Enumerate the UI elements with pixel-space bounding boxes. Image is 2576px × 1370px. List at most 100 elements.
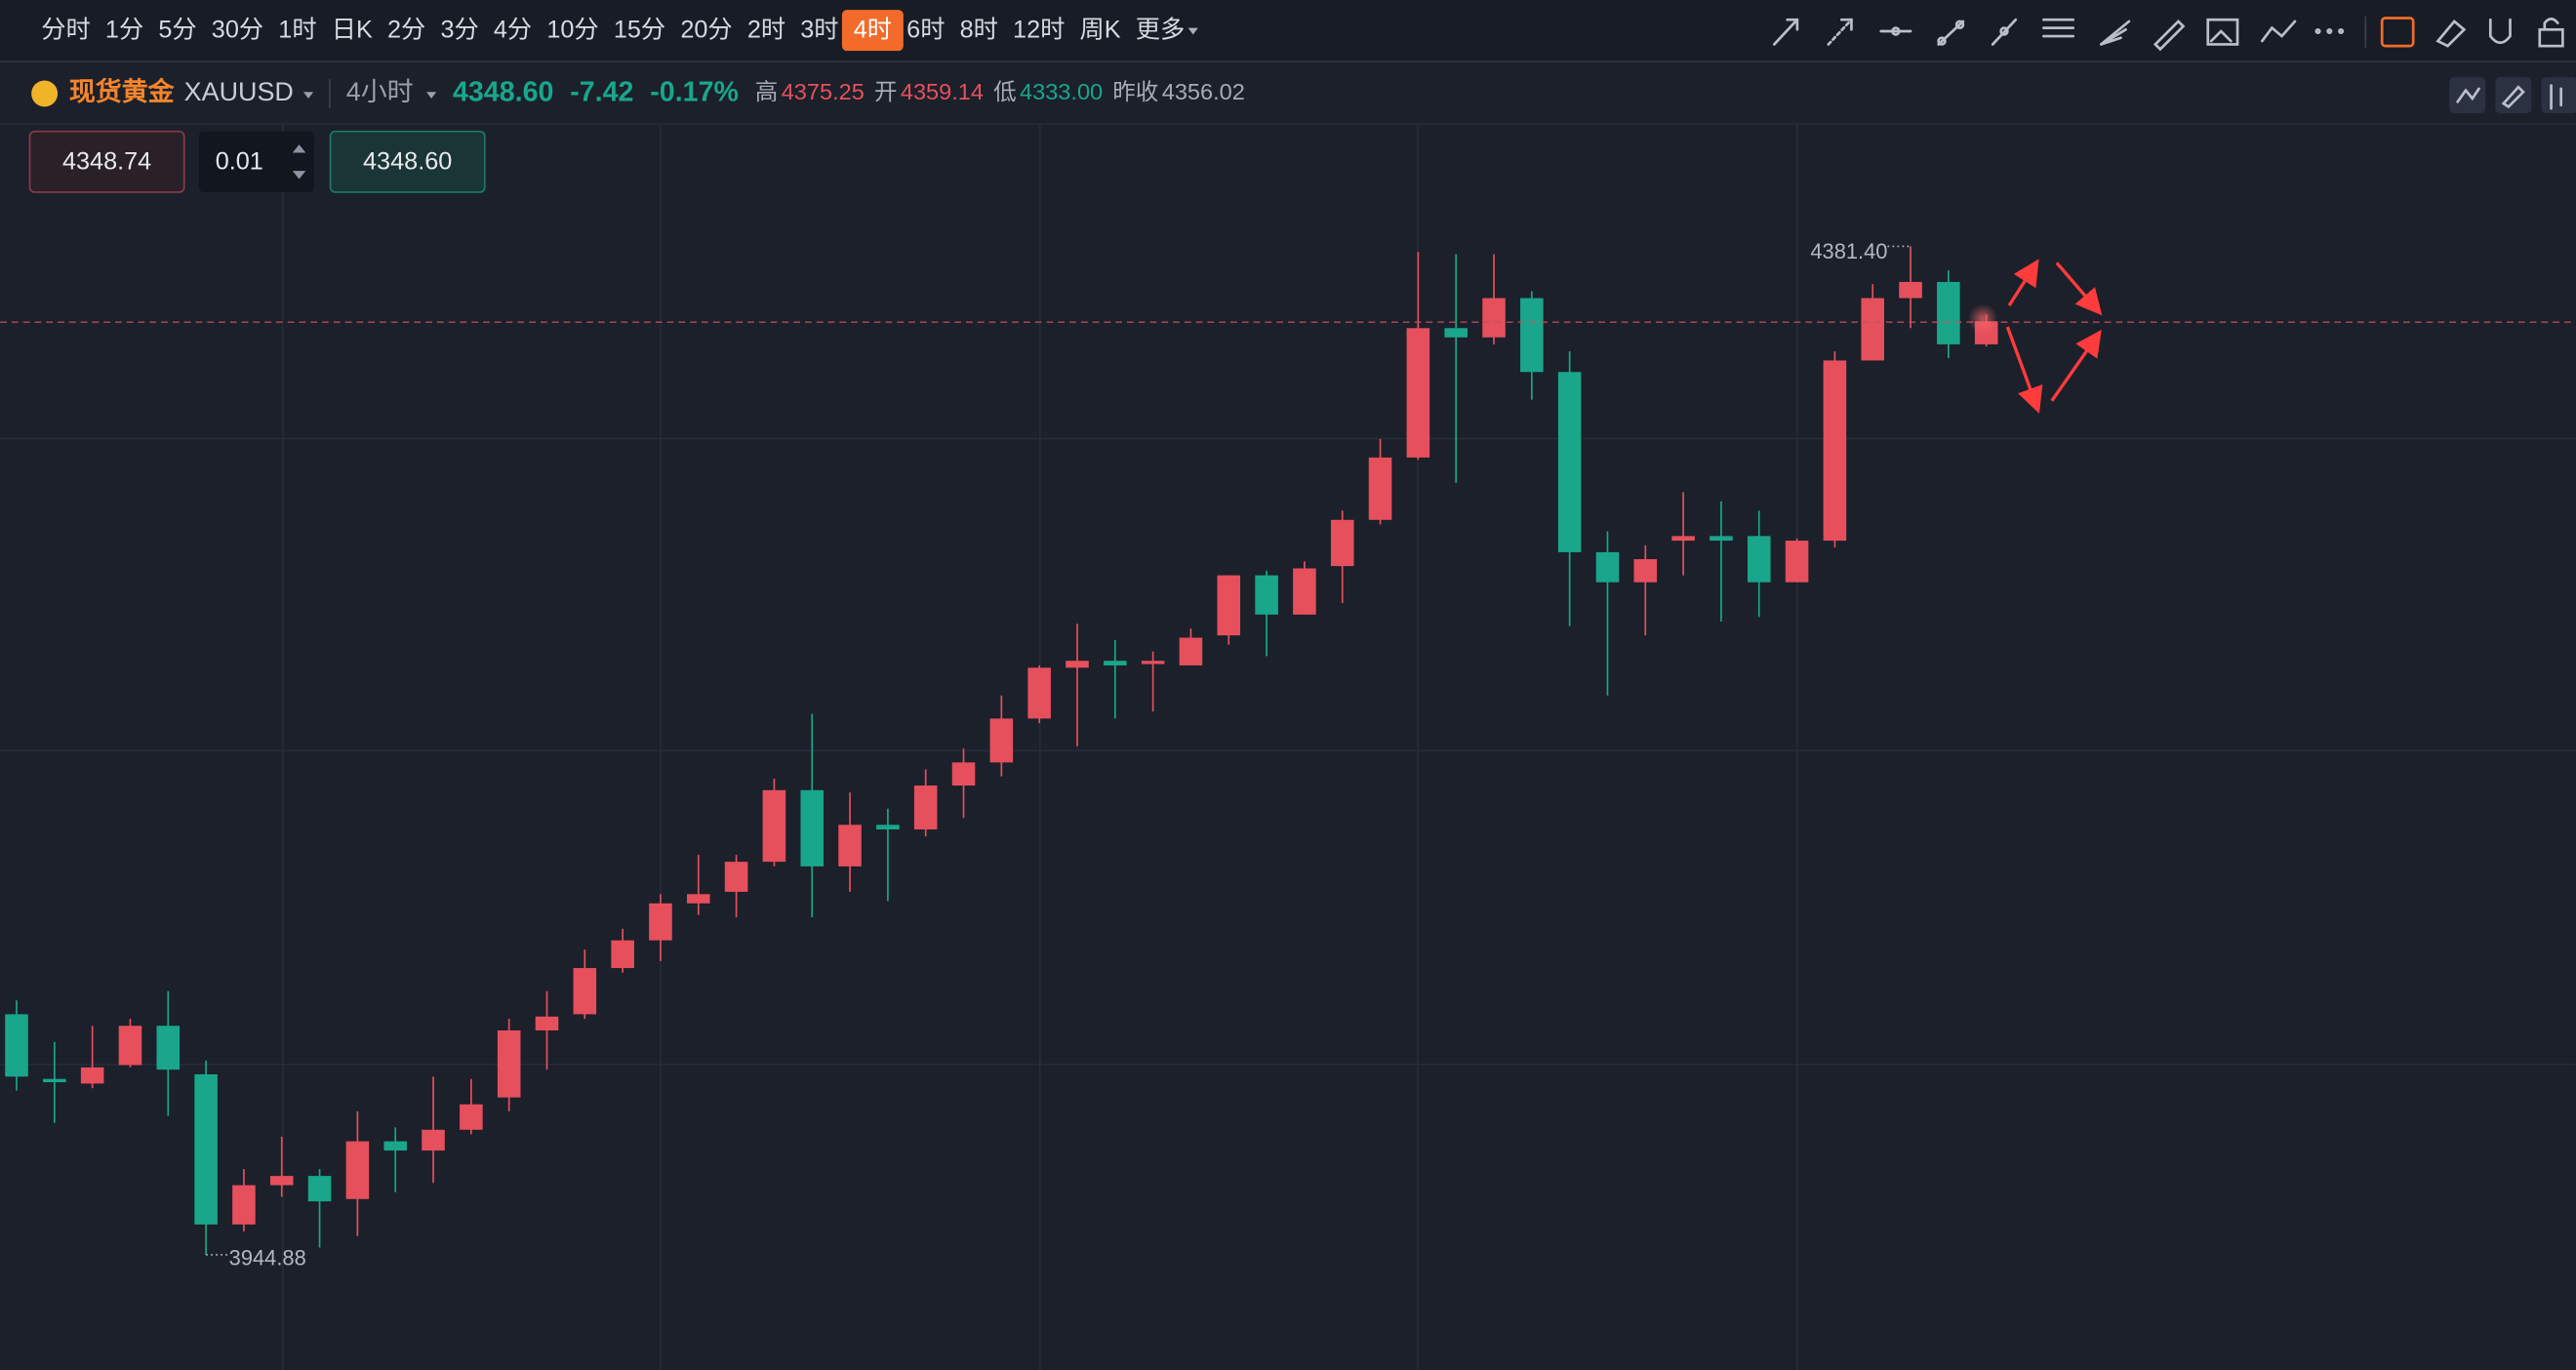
candle-body	[383, 1141, 407, 1151]
candle-body	[724, 862, 748, 892]
toolbar	[0, 0, 2576, 61]
stat-value: 4333.00	[1020, 79, 1103, 104]
stat-label: 昨收	[1112, 79, 1158, 104]
quote-row: 现货黄金 XAUUSD 4小时 4348.60 -7.42 -0.17% 高 4375.25 开…	[69, 76, 1245, 109]
candle-body	[1368, 457, 1392, 520]
draw-mode-icon[interactable]	[2380, 17, 2415, 48]
candle-body	[762, 789, 786, 863]
candle-body	[1444, 328, 1468, 338]
candle-body	[269, 1176, 294, 1186]
stat-value: 4356.02	[1162, 79, 1245, 104]
change: -7.42	[570, 77, 633, 108]
candle-body	[1861, 298, 1884, 361]
stat-label: 低	[993, 79, 1017, 104]
interval-button[interactable]: 15分	[614, 17, 665, 44]
candle-body	[1557, 372, 1582, 552]
interval-button[interactable]: 2时	[747, 17, 785, 44]
drawn-arrows	[2005, 259, 2103, 414]
interval-button[interactable]: 5分	[158, 17, 196, 44]
high-annotation: 4381.40	[1810, 239, 1887, 263]
period: 4小时	[346, 77, 414, 106]
gold-icon	[31, 80, 59, 107]
candle-body	[307, 1176, 332, 1202]
interval-button[interactable]: 30分	[212, 17, 263, 44]
interval-bar: 分时 1分 5分 30分 1时 日K 2分 3分 4分 10分 15分 20分 2时 3时 4时 6时 8时 12…	[41, 10, 1198, 52]
candle-body	[1595, 551, 1620, 583]
candle-body	[838, 825, 862, 866]
candle-body	[497, 1029, 521, 1098]
stat-value: 4359.14	[901, 79, 984, 104]
active-interval-bg	[841, 10, 904, 52]
candle-body	[43, 1078, 66, 1083]
candlestick-plot: 4381.40 3944.88	[0, 239, 2576, 1270]
candle-body	[1710, 536, 1733, 542]
candle-body	[1633, 559, 1658, 583]
candle-body	[1520, 298, 1544, 373]
change-percent: -0.17%	[650, 77, 739, 108]
qty[interactable]: 0.01	[216, 147, 263, 175]
candle-body	[951, 762, 976, 786]
candle-body	[573, 968, 597, 1015]
candle-body	[232, 1185, 256, 1225]
buy-price[interactable]: 4348.60	[363, 147, 452, 175]
candle-body	[876, 825, 900, 830]
candle-body	[1066, 661, 1089, 668]
candle-body	[194, 1073, 218, 1225]
spinner[interactable]	[292, 144, 306, 180]
chart-tools[interactable]	[2449, 77, 2576, 114]
candle-body	[800, 789, 825, 866]
candle-body	[1671, 536, 1695, 542]
interval-button[interactable]: 12时	[1013, 17, 1065, 44]
drawing-tools[interactable]	[1772, 18, 2564, 52]
candle-body	[1217, 575, 1241, 636]
interval-button[interactable]: 更多	[1136, 17, 1186, 44]
candle-body	[611, 940, 634, 969]
interval-button[interactable]: 分时	[41, 17, 91, 44]
interval-button[interactable]: 4分	[494, 17, 532, 44]
interval-button[interactable]: 2分	[387, 17, 425, 44]
grid	[0, 124, 2576, 1370]
candle-body	[913, 786, 938, 830]
candle-body	[1293, 568, 1316, 615]
candle-body	[460, 1104, 483, 1130]
candle-body	[1482, 298, 1506, 338]
stat-value: 4375.25	[782, 79, 865, 104]
candle-body	[1747, 536, 1771, 583]
interval-button[interactable]: 8时	[960, 17, 998, 44]
interval-button[interactable]: 3分	[440, 17, 478, 44]
candle-body	[1027, 667, 1051, 719]
low-annotation: 3944.88	[229, 1246, 306, 1270]
sell-price[interactable]: 4348.74	[62, 147, 151, 175]
last-price: 4348.60	[453, 77, 553, 108]
interval-button[interactable]: 3时	[800, 17, 838, 44]
symbol: XAUUSD	[184, 77, 294, 106]
buy-box[interactable]	[329, 130, 486, 193]
candle-body	[1179, 637, 1203, 665]
candle-body	[1255, 575, 1278, 615]
candle-body	[1141, 661, 1165, 665]
interval-button[interactable]: 6时	[906, 17, 945, 44]
candle-body	[1937, 281, 1960, 344]
interval-button[interactable]: 4时	[854, 17, 892, 44]
dropdown-caret[interactable]	[302, 92, 314, 100]
instrument-name: 现货黄金	[69, 76, 176, 106]
candle-body	[422, 1129, 445, 1151]
sell-box[interactable]	[28, 130, 185, 193]
candle-body	[156, 1026, 181, 1070]
interval-button[interactable]: 日K	[332, 17, 373, 44]
dropdown-caret[interactable]	[426, 92, 437, 100]
qty-box[interactable]	[198, 131, 314, 192]
cursor-glow	[1967, 303, 1998, 334]
interval-button[interactable]: 周K	[1080, 17, 1121, 44]
candle-body	[80, 1067, 104, 1084]
candle-body	[118, 1026, 142, 1066]
candle-body	[5, 1014, 28, 1077]
interval-button[interactable]: 20分	[680, 17, 732, 44]
interval-button[interactable]: 10分	[546, 17, 598, 44]
stat-label: 开	[874, 79, 898, 104]
interval-button[interactable]: 1时	[278, 17, 316, 44]
interval-button[interactable]: 1分	[105, 17, 143, 44]
